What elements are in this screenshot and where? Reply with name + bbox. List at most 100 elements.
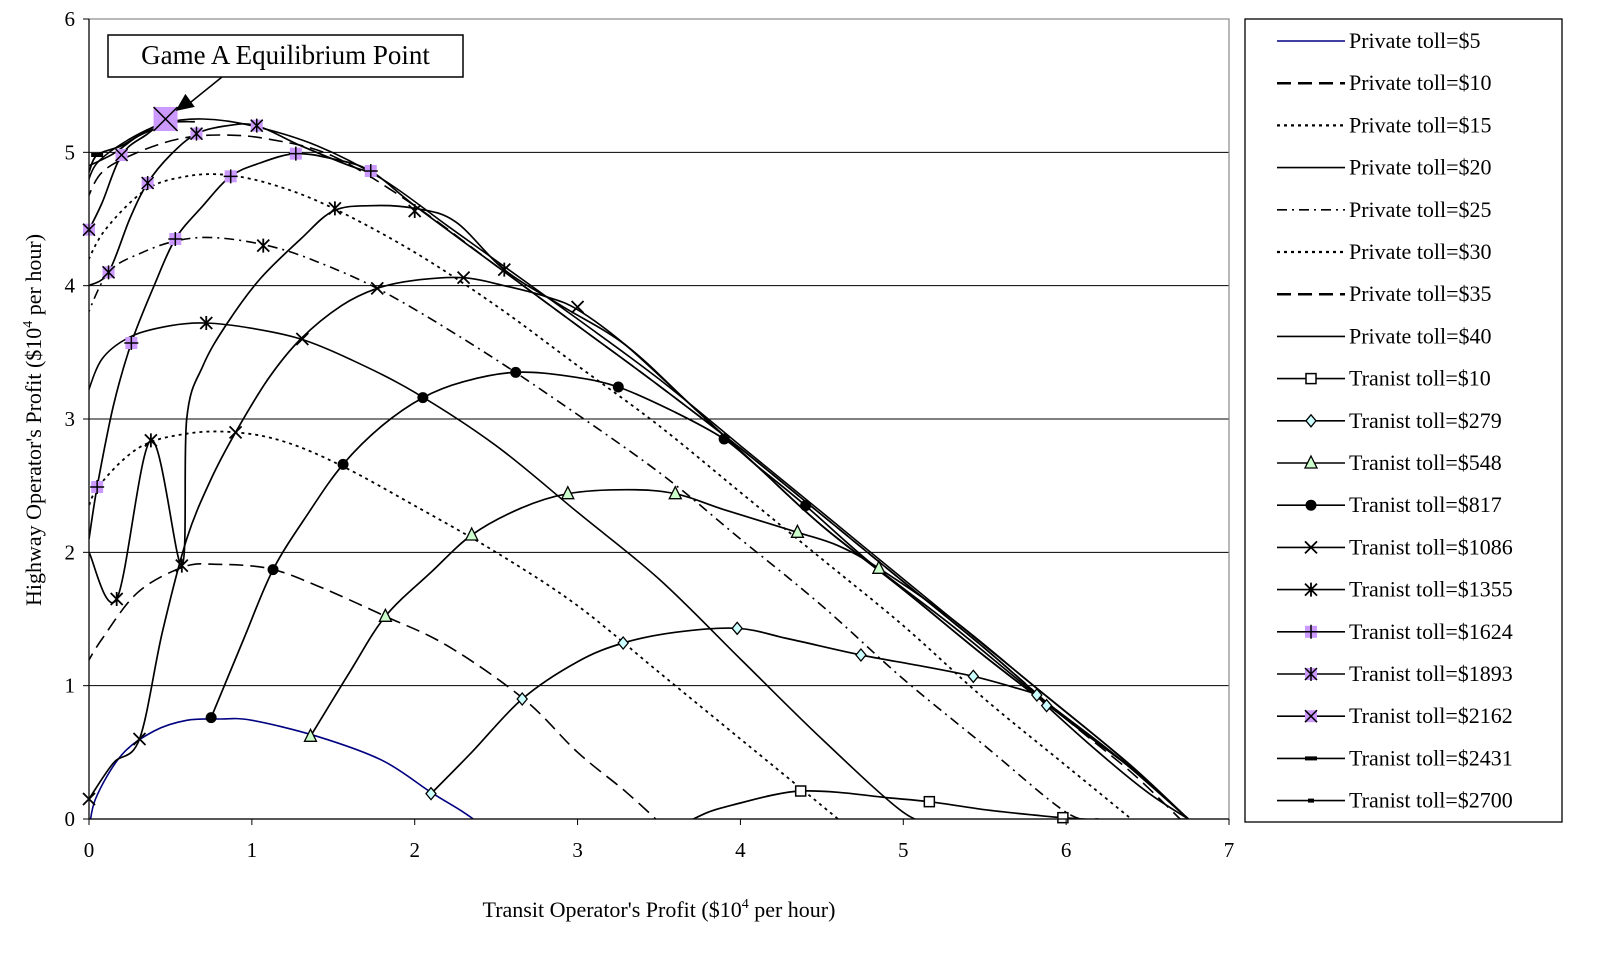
series-line-private-6 <box>89 134 1181 819</box>
equilibrium-point-marker <box>153 106 179 132</box>
data-point-transit-2-4 <box>668 485 683 500</box>
legend-marker <box>1305 499 1317 511</box>
data-point-transit-0-0 <box>794 785 807 797</box>
data-point-transit-3-4 <box>510 366 522 378</box>
data-point-transit-2-1 <box>378 607 393 622</box>
legend-label: Tranist toll=$548 <box>1349 450 1502 475</box>
y-tick-label: 2 <box>65 540 76 564</box>
data-point-transit-1-4 <box>855 647 867 663</box>
legend-marker <box>1304 540 1318 555</box>
data-point-transit-3-1 <box>267 564 279 576</box>
legend-label: Private toll=$5 <box>1349 28 1481 53</box>
data-point-transit-1-0 <box>425 786 437 801</box>
series-line-transit-5 <box>89 204 1189 819</box>
legend-label: Private toll=$20 <box>1349 155 1492 180</box>
y-tick-label: 4 <box>65 274 76 298</box>
data-point-transit-5-5 <box>328 201 342 216</box>
legend-marker <box>1304 667 1318 681</box>
series-line-private-2 <box>89 430 839 819</box>
series-line-transit-8 <box>89 120 195 231</box>
legend-label: Tranist toll=$279 <box>1349 408 1502 433</box>
legend-item: Private toll=$30 <box>1277 239 1492 264</box>
legend-marker <box>1304 624 1318 639</box>
legend-item: Private toll=$25 <box>1277 197 1492 222</box>
legend-label: Tranist toll=$2700 <box>1349 788 1513 813</box>
data-point-transit-5-0 <box>110 592 124 606</box>
series-line-private-3 <box>89 322 918 819</box>
data-point-transit-6-1 <box>124 336 139 350</box>
x-tick-label: 2 <box>409 838 420 862</box>
y-tick-label: 1 <box>65 674 76 698</box>
series-line-private-7 <box>89 118 1189 819</box>
legend-item: Tranist toll=$548 <box>1277 450 1502 475</box>
x-axis-title: Transit Operator's Profit ($104 per hour… <box>483 897 836 922</box>
y-tick-label: 0 <box>65 807 76 831</box>
legend-item: Tranist toll=$1355 <box>1277 577 1513 602</box>
legend-item: Private toll=$35 <box>1277 281 1492 306</box>
data-point-transit-8-1 <box>115 148 129 162</box>
data-point-transit-0-2 <box>1057 811 1069 824</box>
data-point-transit-5-6 <box>408 204 422 218</box>
data-point-transit-1-5 <box>967 669 980 684</box>
data-point-transit-7-3 <box>250 118 264 133</box>
data-point-transit-2-6 <box>871 559 886 574</box>
data-point-transit-3-3 <box>417 392 429 404</box>
data-point-transit-6-3 <box>223 169 238 184</box>
legend-item: Tranist toll=$2431 <box>1277 745 1513 770</box>
series-line-private-5 <box>89 173 1132 819</box>
legend-label: Tranist toll=$1893 <box>1349 661 1513 686</box>
data-point-transit-2-5 <box>790 523 805 538</box>
x-tick-label: 3 <box>572 838 583 862</box>
legend-item: Private toll=$5 <box>1277 28 1481 53</box>
data-point-transit-3-7 <box>800 500 812 512</box>
data-point-transit-3-2 <box>337 458 349 470</box>
data-point-transit-1-2 <box>617 635 630 651</box>
legend-label: Tranist toll=$10 <box>1349 366 1491 391</box>
data-point-transit-1-3 <box>731 621 744 636</box>
data-point-transit-4-1 <box>132 732 147 746</box>
data-point-transit-5-7 <box>497 262 511 277</box>
x-tick-label: 6 <box>1061 838 1072 862</box>
data-point-transit-3-0 <box>205 712 217 724</box>
data-point-transit-4-3 <box>295 332 309 346</box>
data-point-transit-1-7 <box>1040 698 1053 713</box>
data-point-transit-3-5 <box>612 381 624 393</box>
legend-item: Private toll=$40 <box>1277 323 1492 348</box>
legend-label: Private toll=$25 <box>1349 197 1492 222</box>
legend-label: Tranist toll=$817 <box>1349 492 1502 517</box>
legend-label: Tranist toll=$1355 <box>1349 577 1513 602</box>
series-line-transit-7 <box>89 122 371 287</box>
data-point-transit-5-3 <box>199 316 213 330</box>
legend-item: Tranist toll=$1086 <box>1277 534 1513 559</box>
series-line-transit-3 <box>210 371 1189 819</box>
y-tick-label: 3 <box>65 407 76 431</box>
series-line-transit-4 <box>89 276 1189 819</box>
legend-label: Tranist toll=$2162 <box>1349 703 1513 728</box>
series-line-private-1 <box>89 563 657 819</box>
data-point-transit-1-6 <box>1030 687 1043 703</box>
legend-item: Private toll=$10 <box>1277 70 1492 95</box>
x-tick-label: 0 <box>84 838 95 862</box>
data-point-transit-5-1 <box>144 433 158 448</box>
data-point-transit-0-1 <box>923 795 936 808</box>
legend-item: Private toll=$15 <box>1277 112 1492 137</box>
series-line-private-4 <box>89 236 1099 819</box>
annotation-box <box>107 34 464 78</box>
y-axis-title: Highway Operator's Profit ($104 per hour… <box>21 234 46 606</box>
data-point-transit-4-4 <box>370 281 384 295</box>
legend-label: Private toll=$15 <box>1349 112 1492 137</box>
series-line-transit-2 <box>309 488 1189 819</box>
legend-item: Tranist toll=$1893 <box>1277 661 1513 686</box>
legend-item: Tranist toll=$279 <box>1277 408 1502 433</box>
x-tick-label: 4 <box>735 838 746 862</box>
series-line-transit-9 <box>89 119 166 173</box>
annotation-arrowhead <box>175 93 195 111</box>
data-point-transit-4-6 <box>570 300 585 314</box>
x-tick-label: 1 <box>247 838 258 862</box>
legend-label: Tranist toll=$2431 <box>1349 745 1513 770</box>
legend-marker <box>1305 413 1317 428</box>
legend-marker <box>1304 709 1318 723</box>
data-point-transit-7-2 <box>189 126 204 141</box>
legend-item: Tranist toll=$817 <box>1277 492 1502 517</box>
